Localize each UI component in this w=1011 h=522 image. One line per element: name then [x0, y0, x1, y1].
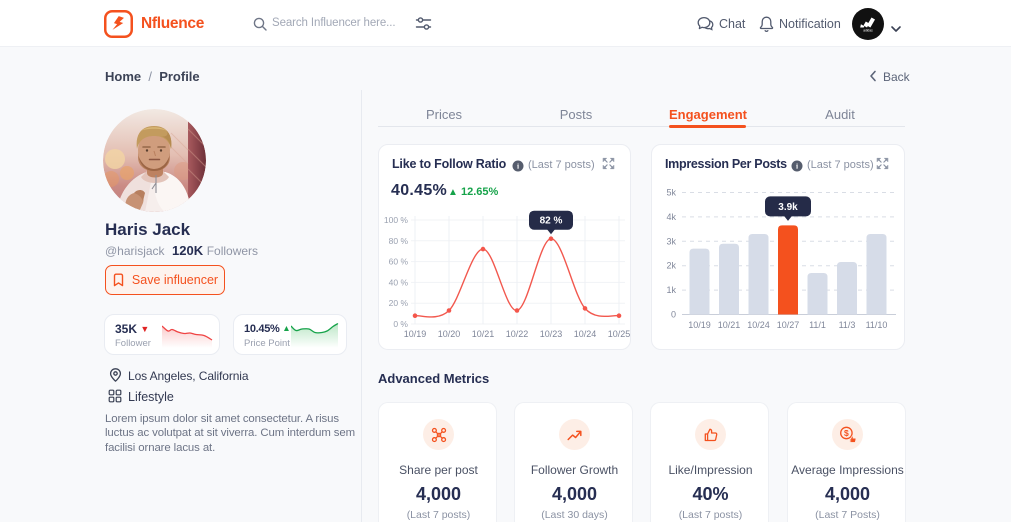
svg-text:2k: 2k [666, 261, 676, 271]
svg-text:i: i [517, 162, 519, 171]
svg-text:0: 0 [671, 310, 676, 320]
svg-text:100 %: 100 % [384, 215, 409, 225]
svg-text:i: i [796, 162, 798, 171]
svg-text:10/21: 10/21 [472, 329, 495, 339]
svg-text:11/10: 11/10 [866, 320, 888, 330]
svg-text:1k: 1k [666, 285, 676, 295]
svg-text:40 %: 40 % [389, 277, 409, 287]
svg-text:20 %: 20 % [389, 298, 409, 308]
svg-text:10/27: 10/27 [777, 320, 800, 330]
svg-text:adidas: adidas [863, 29, 873, 33]
svg-text:10/19: 10/19 [404, 329, 427, 339]
svg-text:10/24: 10/24 [747, 320, 770, 330]
svg-text:10/25: 10/25 [608, 329, 631, 339]
svg-text:82 %: 82 % [540, 216, 563, 227]
svg-text:10/20: 10/20 [438, 329, 461, 339]
svg-text:60 %: 60 % [389, 257, 409, 267]
svg-text:10/23: 10/23 [540, 329, 563, 339]
svg-text:10/24: 10/24 [574, 329, 597, 339]
svg-text:5k: 5k [666, 188, 676, 198]
svg-text:11/3: 11/3 [839, 320, 856, 330]
svg-text:4k: 4k [666, 212, 676, 222]
svg-text:10/19: 10/19 [688, 320, 711, 330]
svg-text:80 %: 80 % [389, 236, 409, 246]
svg-text:3k: 3k [666, 236, 676, 246]
svg-text:10/22: 10/22 [506, 329, 529, 339]
svg-text:0 %: 0 % [393, 319, 408, 329]
svg-text:11/1: 11/1 [809, 320, 826, 330]
svg-text:10/21: 10/21 [718, 320, 741, 330]
svg-text:$: $ [844, 428, 849, 438]
svg-text:3.9k: 3.9k [778, 202, 798, 213]
